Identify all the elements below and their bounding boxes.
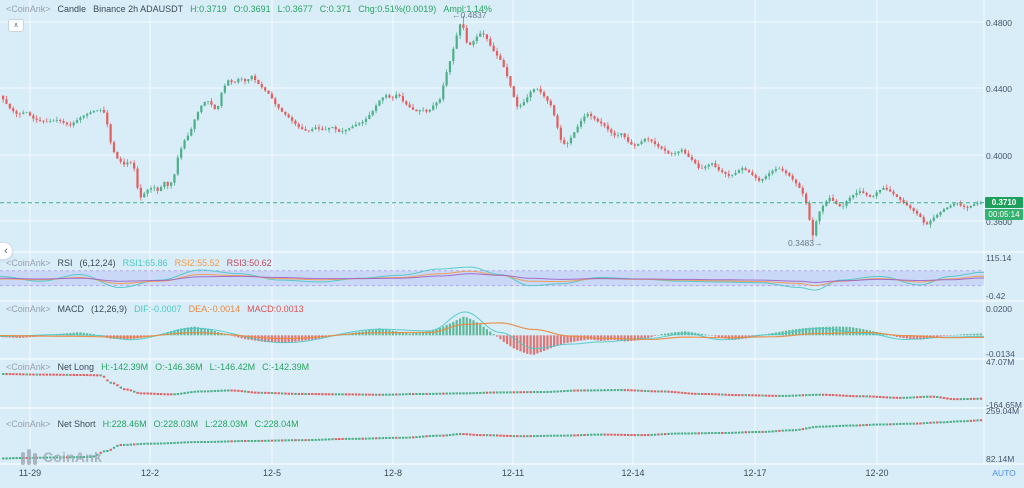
time-axis-label: 11-29: [18, 468, 42, 478]
price-axis-label: 82.14M: [986, 454, 1015, 464]
legend-item: L:-146.42M: [209, 362, 256, 372]
legend-item: MACD: [57, 304, 85, 314]
countdown-badge: 00:05:14: [985, 209, 1023, 220]
legend-item: L:228.03M: [205, 419, 248, 429]
legend-item: C:228.04M: [254, 419, 299, 429]
time-axis-label: 12-8: [383, 468, 403, 478]
legend-item: DIF:-0.0007: [134, 304, 182, 314]
price-axis-label: -0.42: [986, 291, 1006, 301]
time-axis-label: 12-17: [743, 468, 767, 478]
auto-scale-button[interactable]: AUTO: [992, 468, 1016, 478]
legend-item: <CoinAnk>: [6, 258, 51, 268]
legend-item: H:0.3719: [190, 4, 227, 14]
price-axis-label: 47.07M: [986, 357, 1015, 367]
legend-item: <CoinAnk>: [6, 362, 51, 372]
price-axis-label: 0.3600: [986, 217, 1012, 227]
legend-item: Binance 2h ADAUSDT: [93, 4, 184, 14]
price-axis-label: 0.4800: [986, 18, 1012, 28]
time-axis-label: 12-20: [865, 468, 889, 478]
legend-item: Net Long: [57, 362, 95, 372]
legend-item: (6,12,24): [79, 258, 116, 268]
price-axis-label: 259.04M: [986, 406, 1020, 416]
current-price-badge: 0.3710: [985, 197, 1023, 208]
watermark-text: CoinAnk: [43, 449, 102, 465]
legend-item: O:228.03M: [153, 419, 199, 429]
high-price-annotation: ←0.4837: [452, 10, 487, 20]
legend-item: <CoinAnk>: [6, 304, 51, 314]
low-price-annotation: 0.3483→: [788, 238, 823, 248]
legend-item: O:-146.36M: [155, 362, 203, 372]
legend-item: Chg:0.51%(0.0019): [358, 4, 437, 14]
price-axis-label: 0.4000: [986, 151, 1012, 161]
legend-item: RSI: [57, 258, 73, 268]
chevron-left-icon: ‹: [4, 245, 8, 257]
legend-item: L:0.3677: [277, 4, 313, 14]
rsi-pane-legend: <CoinAnk> RSI (6,12,24) RSI1:65.86 RSI2:55.5…: [6, 258, 279, 269]
coinank-logo-icon: [21, 449, 37, 465]
legend-item: MACD:0.0013: [247, 304, 304, 314]
legend-item: <CoinAnk>: [6, 4, 51, 14]
watermark: CoinAnk: [20, 447, 102, 467]
candle-pane-legend: <CoinAnk> Candle Binance 2h ADAUSDT H:0.371…: [6, 4, 499, 15]
legend-item: (12,26,9): [91, 304, 128, 314]
legend-item: C:0.371: [319, 4, 352, 14]
legend-item: C:-142.39M: [262, 362, 310, 372]
legend-item: RSI2:55.52: [174, 258, 220, 268]
legend-item: DEA:-0.0014: [188, 304, 241, 314]
legend-item: O:0.3691: [233, 4, 271, 14]
net-long-pane-legend: <CoinAnk> Net Long H:-142.39M O:-146.36M L:-…: [6, 362, 316, 373]
price-axis-label: -164.65M: [986, 400, 1022, 410]
time-axis-label: 12-14: [621, 468, 645, 478]
legend-item: Net Short: [57, 419, 96, 429]
price-axis-label: 0.4400: [986, 84, 1012, 94]
legend-item: H:-142.39M: [101, 362, 149, 372]
time-axis-label: 12-2: [140, 468, 160, 478]
legend-item: <CoinAnk>: [6, 419, 51, 429]
time-axis-label: 12-5: [262, 468, 282, 478]
price-axis-label: -0.0134: [986, 349, 1015, 359]
legend-item: Candle: [57, 4, 87, 14]
legend-item: Ampl:1.14%: [443, 4, 492, 14]
chevron-up-icon: ∧: [13, 22, 19, 29]
legend-item: RSI1:65.86: [122, 258, 168, 268]
time-axis-label: 12-11: [501, 468, 525, 478]
price-axis-label: 115.14: [986, 253, 1012, 263]
collapse-legend-button[interactable]: ∧: [8, 19, 24, 32]
legend-item: H:228.46M: [102, 419, 147, 429]
expand-sidebar-button[interactable]: ‹: [0, 242, 13, 260]
legend-item: RSI3:50.62: [226, 258, 272, 268]
macd-pane-legend: <CoinAnk> MACD (12,26,9) DIF:-0.0007 DEA:-0.…: [6, 304, 311, 315]
net-short-pane-legend: <CoinAnk> Net Short H:228.46M O:228.03M L:22…: [6, 419, 306, 430]
price-axis-label: 0.0200: [986, 304, 1012, 314]
